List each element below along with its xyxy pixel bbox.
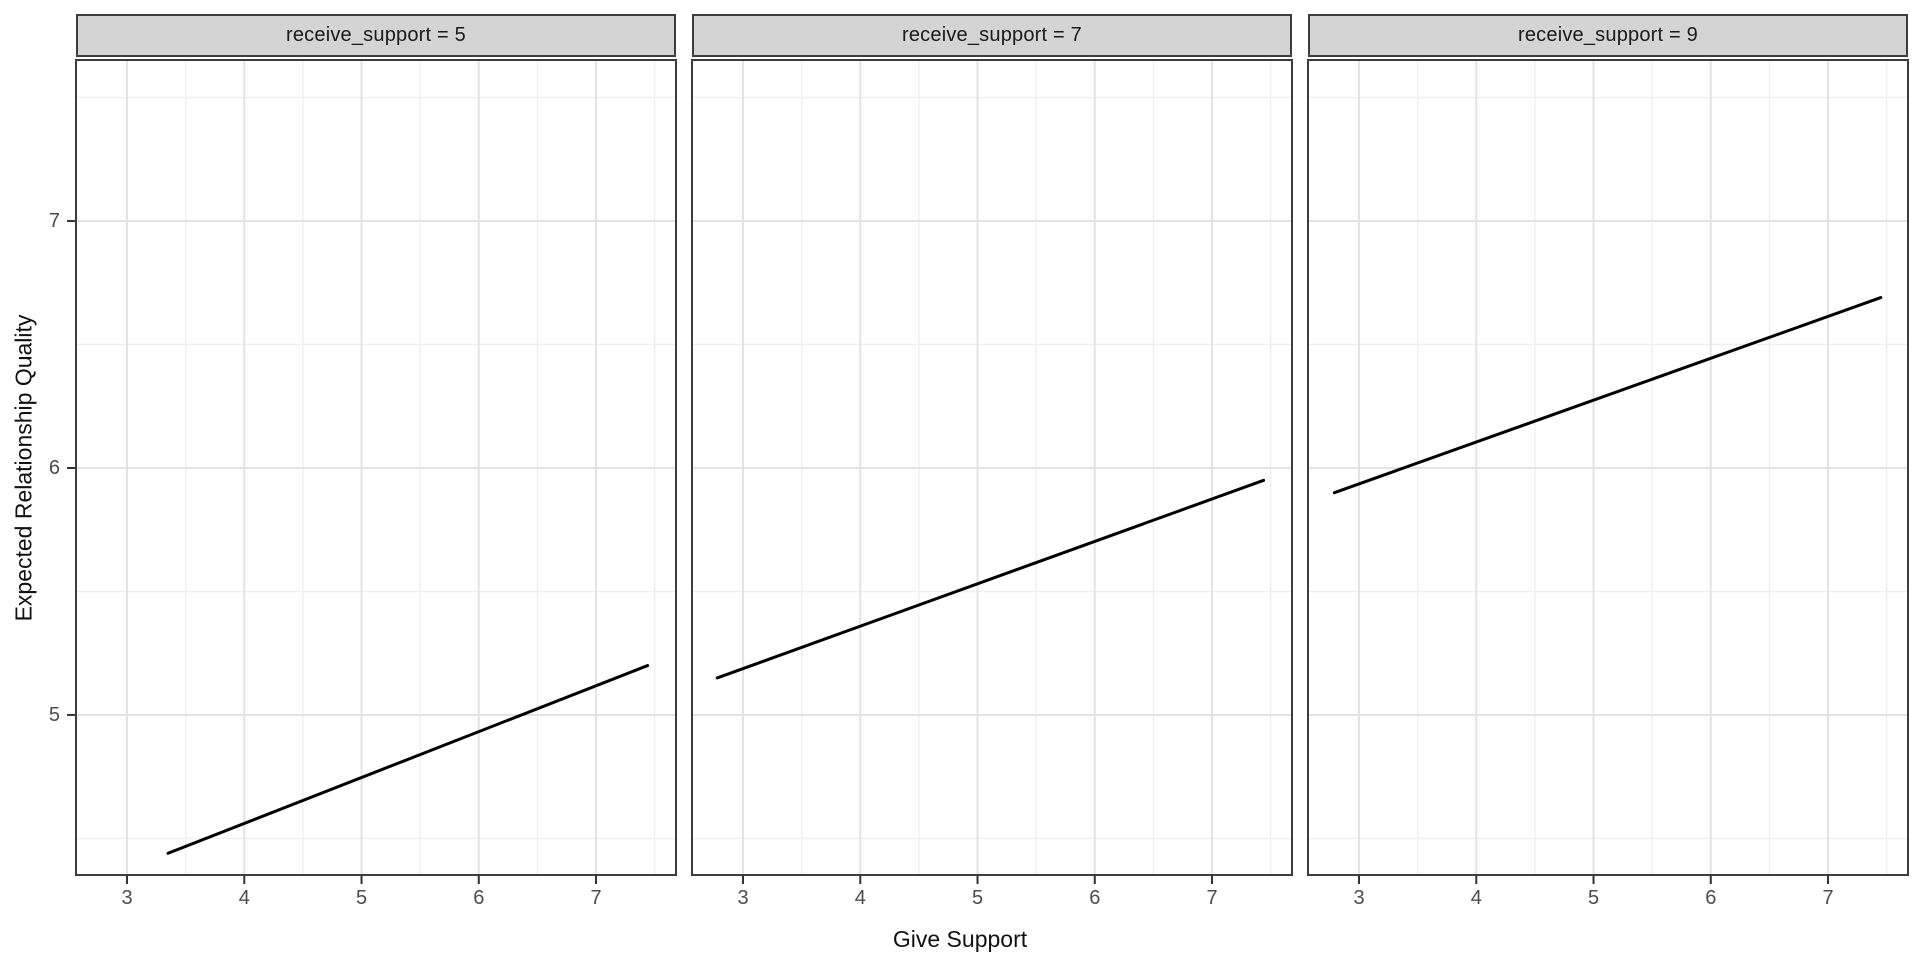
x-tick-label: 7 [1206,887,1218,909]
x-tick-label: 4 [854,887,866,909]
facet-strip-receive-support-9: receive_support = 9 [1308,14,1908,57]
facet-strip-label: receive_support = 7 [901,24,1083,46]
facet-panel [75,59,677,884]
regression-line [715,478,1266,680]
facet-strip-label: receive_support = 9 [1517,24,1699,46]
panel-border [1307,59,1909,876]
x-tick-label: 7 [1822,887,1834,909]
facet-strip-receive-support-7: receive_support = 7 [692,14,1292,57]
regression-line [1332,296,1883,495]
x-tick-label: 5 [355,887,368,909]
x-tick-label: 6 [1705,887,1717,909]
x-axis-title: Give Support [892,926,1028,952]
facet-strip-label: receive_support = 5 [285,24,467,46]
y-tick-label: 6 [48,456,60,479]
x-tick-label: 6 [1089,887,1101,909]
regression-line [166,664,650,855]
x-tick-label: 7 [590,887,602,909]
x-tick-label: 5 [1587,887,1600,909]
facet-panel [1307,59,1909,884]
y-tick-label: 7 [48,210,60,233]
x-tick-label: 3 [121,887,133,909]
x-tick-label: 3 [1353,887,1365,909]
x-tick-label: 5 [971,887,984,909]
facet-strip-receive-support-5: receive_support = 5 [76,14,676,57]
y-axis-title: Expected Relationship Quality [10,314,37,622]
panel-border [75,59,677,876]
y-tick-label: 5 [48,703,60,726]
x-tick-label: 3 [737,887,749,909]
facet-panel [691,59,1293,884]
x-tick-label: 4 [238,887,250,909]
x-tick-label: 4 [1470,887,1482,909]
x-tick-label: 6 [473,887,485,909]
panel-border [691,59,1293,876]
